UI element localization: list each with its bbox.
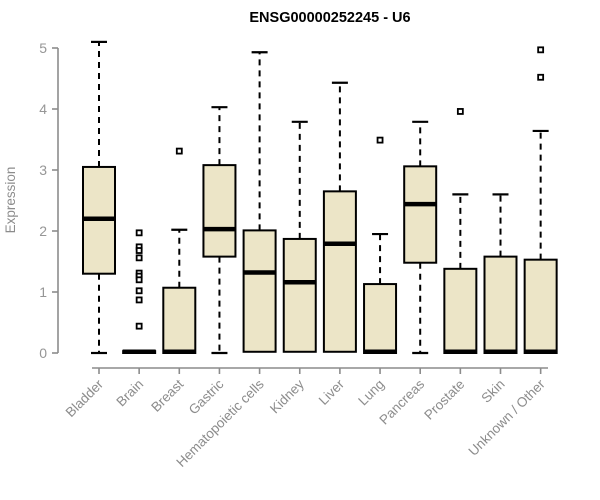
box-rect [202,164,237,258]
y-tick-label: 4 [39,101,47,117]
outlier-point [175,147,183,155]
x-category-label-prostate: Prostate [421,377,467,423]
x-category-label-lung: Lung [355,377,387,409]
x-category-label-unknown-other: Unknown / Other [466,376,549,459]
box-group-breast [162,147,197,355]
box-group-gastric [202,106,237,355]
outlier-point [135,247,143,254]
outlier-point [537,46,545,54]
outlier-point [376,136,384,144]
x-category-label-skin: Skin [478,377,507,406]
y-tick-label: 2 [39,223,47,239]
outlier-point [135,296,143,304]
outlier-point [135,322,143,330]
box-group-skin [483,193,518,355]
box-rect [483,255,518,354]
x-category-label-liver: Liver [316,376,348,408]
outlier-point [537,73,545,81]
box-group-bladder [82,40,116,355]
outlier-point [135,229,143,237]
box-group-lung [363,136,398,355]
box-group-hematopoietic-cells [242,51,277,353]
outlier-point [135,254,143,262]
x-category-label-kidney: Kidney [267,376,307,416]
x-category-label-bladder: Bladder [63,376,107,420]
box-group-pancreas [403,120,438,355]
box-group-brain [122,229,157,355]
x-category-label-brain: Brain [113,377,146,410]
chart-title: ENSG00000252245 - U6 [249,10,410,26]
x-category-label-breast: Breast [148,376,186,414]
outlier-point [456,108,464,115]
box-group-prostate [443,108,478,355]
y-tick-label: 3 [39,162,47,178]
box-rect [322,190,357,353]
outlier-point [135,287,143,295]
box-group-kidney [282,120,317,353]
y-tick-label: 0 [39,345,47,361]
outlier-point [135,276,143,284]
box-rect [403,165,438,264]
y-tick-label: 1 [39,284,47,300]
box-rect [282,237,317,353]
y-tick-label: 5 [39,40,47,56]
box-group-unknown-other [523,46,558,355]
box-rect [443,267,478,355]
box-group-liver [322,81,357,353]
y-axis-label: Expression [3,167,18,234]
box-rect [242,229,277,353]
box-rect [523,258,558,355]
box-rect [162,286,197,355]
box-rect [363,283,398,355]
